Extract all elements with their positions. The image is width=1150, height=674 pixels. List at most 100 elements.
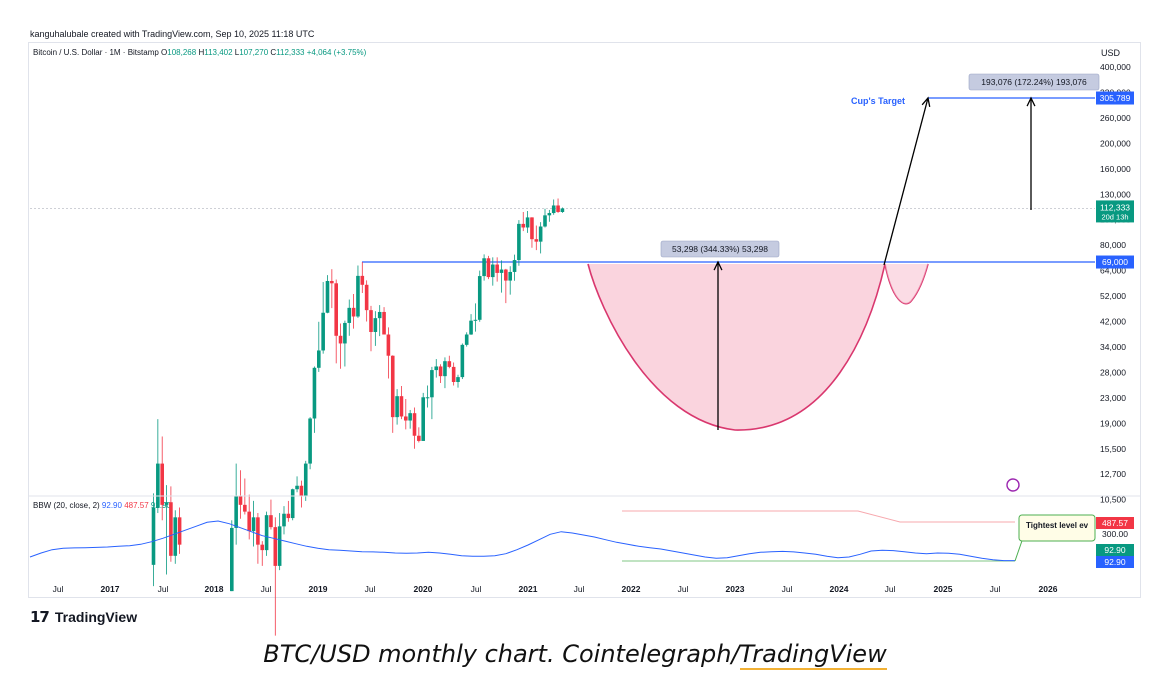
time-axis-tick: 2020 bbox=[414, 584, 433, 594]
candle-body bbox=[399, 396, 404, 417]
candle-body bbox=[482, 258, 486, 277]
bbw-tag: 92.90 bbox=[1104, 545, 1126, 555]
price-axis-tick: 80,000 bbox=[1100, 240, 1126, 250]
candle-body bbox=[369, 310, 373, 332]
price-axis-tick: 10,500 bbox=[1100, 495, 1126, 505]
candle-body bbox=[421, 397, 425, 441]
time-axis-tick: Jul bbox=[885, 584, 896, 594]
candle-body bbox=[286, 513, 291, 519]
breakout-arrow-head bbox=[921, 96, 931, 107]
symbol-label[interactable]: Bitcoin / U.S. Dollar · 1M · Bitstamp bbox=[33, 48, 159, 57]
time-axis-tick: 2017 bbox=[101, 584, 120, 594]
candle-body bbox=[382, 311, 386, 335]
candle-body bbox=[443, 361, 447, 377]
bbw-tag: 92.90 bbox=[1104, 557, 1126, 567]
candle-body bbox=[377, 311, 382, 319]
resistance-price-tag-bg bbox=[1096, 255, 1134, 269]
bbw-tag-bg bbox=[1096, 544, 1134, 556]
candle-body bbox=[177, 517, 182, 545]
candle-body bbox=[491, 264, 495, 278]
candle-body bbox=[434, 366, 439, 371]
candle-body bbox=[164, 502, 169, 505]
tightest-box bbox=[1018, 514, 1096, 542]
price-axis-tick: 34,000 bbox=[1100, 342, 1126, 352]
candle-body bbox=[325, 280, 330, 313]
price-axis-tick: 15,500 bbox=[1100, 444, 1126, 454]
last-price-tag: 112,333 bbox=[1100, 202, 1130, 212]
low-label: L bbox=[234, 48, 240, 57]
price-axis-tick: 12,700 bbox=[1100, 469, 1126, 479]
time-axis-tick: 2022 bbox=[622, 584, 641, 594]
candle-body bbox=[451, 366, 456, 382]
tradingview-watermark-icon bbox=[1006, 478, 1020, 492]
bbw-value-1: 92.90 bbox=[101, 501, 122, 510]
figure-caption: BTC/USD monthly chart. Cointelegraph/Tra… bbox=[0, 640, 1150, 670]
time-axis-tick: 2018 bbox=[205, 584, 224, 594]
time-axis-tick: 2024 bbox=[830, 584, 849, 594]
candle-body bbox=[538, 226, 543, 242]
currency-label: USD bbox=[1101, 48, 1121, 58]
bbw-tag: 487.57 bbox=[1102, 518, 1128, 528]
candle-body bbox=[256, 517, 260, 545]
candle-body bbox=[417, 435, 421, 441]
candle-body bbox=[264, 515, 269, 551]
breakout-arrow bbox=[883, 97, 929, 266]
price-axis-tick: 42,000 bbox=[1100, 317, 1126, 327]
candle-body bbox=[234, 495, 238, 528]
candle-body bbox=[295, 485, 299, 490]
candle-body bbox=[317, 350, 321, 368]
candle-body bbox=[495, 264, 499, 273]
bbw-name[interactable]: BBW (20, close, 2) bbox=[33, 501, 100, 510]
candle-body bbox=[321, 312, 325, 351]
tradingview-logo-icon: 17 bbox=[30, 608, 50, 626]
candle-body bbox=[230, 527, 234, 592]
bbw-value-2: 487.57 bbox=[124, 501, 149, 510]
bbw-legend: BBW (20, close, 2) 92.90 487.57 92.90 bbox=[33, 501, 171, 510]
price-axis-tick: 200,000 bbox=[1100, 138, 1131, 148]
candle-body bbox=[447, 361, 452, 367]
cup-curve bbox=[587, 263, 886, 431]
candle-body bbox=[386, 334, 391, 356]
target-price-tag: 305,789 bbox=[1100, 93, 1131, 103]
candle-body bbox=[243, 504, 247, 512]
candle-body bbox=[238, 495, 243, 505]
candle-body bbox=[156, 463, 160, 508]
chart-credit: kanguhalubale created with TradingView.c… bbox=[30, 29, 315, 39]
candle-body bbox=[556, 205, 560, 212]
bbw-upper-ref bbox=[622, 510, 1015, 523]
bbw-axis-tick: 300.00 bbox=[1102, 529, 1128, 539]
price-axis-tick: 160,000 bbox=[1100, 164, 1131, 174]
caption-link[interactable]: TradingView bbox=[739, 640, 887, 670]
candle-body bbox=[351, 307, 356, 317]
price-axis-tick: 19,000 bbox=[1100, 418, 1126, 428]
price-axis-tick: 52,000 bbox=[1100, 291, 1126, 301]
price-axis-tick: 64,000 bbox=[1100, 266, 1126, 276]
candle-body bbox=[499, 269, 504, 273]
candle-body bbox=[260, 544, 265, 551]
target-measure-arrow-head bbox=[1026, 96, 1036, 107]
close-value: 112,333 bbox=[276, 48, 305, 57]
candle-body bbox=[521, 223, 526, 228]
candle-body bbox=[330, 280, 334, 284]
candle-body bbox=[277, 526, 282, 566]
caption-prefix: BTC/USD monthly chart. Cointelegraph/ bbox=[263, 640, 740, 668]
time-axis-tick: 2021 bbox=[519, 584, 538, 594]
candle-body bbox=[508, 271, 512, 281]
time-axis-tick: Jul bbox=[261, 584, 272, 594]
candle-body bbox=[460, 344, 465, 378]
close-label: C bbox=[270, 48, 277, 57]
time-axis-tick: Jul bbox=[678, 584, 689, 594]
candle-body bbox=[160, 463, 164, 505]
candle-body bbox=[530, 217, 534, 240]
time-axis-tick: 2026 bbox=[1039, 584, 1058, 594]
bbw-line bbox=[29, 520, 1015, 562]
candle-body bbox=[347, 307, 352, 323]
candle-body bbox=[290, 489, 295, 519]
candle-body bbox=[303, 463, 308, 496]
candle-body bbox=[312, 367, 317, 419]
time-axis-tick: Jul bbox=[782, 584, 793, 594]
candle-body bbox=[299, 485, 304, 496]
target-price-tag-bg bbox=[1096, 91, 1134, 105]
candle-body bbox=[273, 527, 278, 566]
